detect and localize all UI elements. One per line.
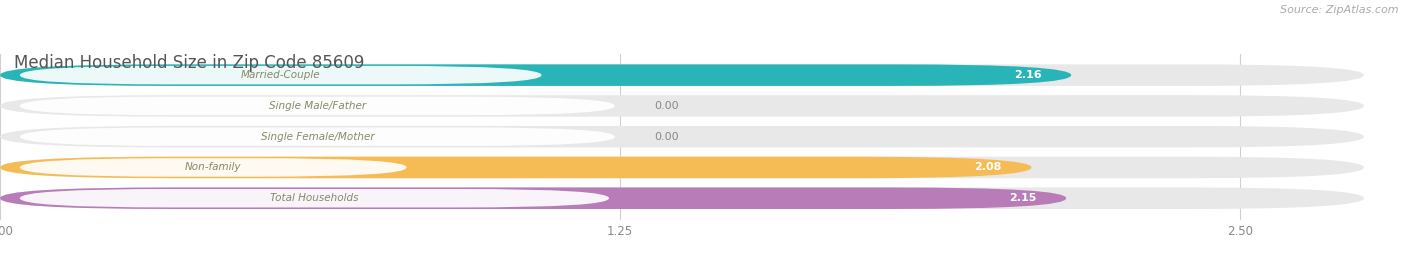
Text: Single Male/Father: Single Male/Father (269, 101, 366, 111)
FancyBboxPatch shape (20, 66, 541, 84)
FancyBboxPatch shape (0, 95, 1364, 117)
Text: Median Household Size in Zip Code 85609: Median Household Size in Zip Code 85609 (14, 54, 364, 72)
FancyBboxPatch shape (0, 187, 1364, 209)
Text: Married-Couple: Married-Couple (240, 70, 321, 80)
FancyBboxPatch shape (0, 64, 1071, 86)
FancyBboxPatch shape (0, 157, 1364, 178)
FancyBboxPatch shape (20, 128, 614, 146)
FancyBboxPatch shape (20, 189, 609, 207)
FancyBboxPatch shape (0, 187, 1066, 209)
Text: 0.00: 0.00 (655, 101, 679, 111)
Text: Source: ZipAtlas.com: Source: ZipAtlas.com (1281, 5, 1399, 15)
FancyBboxPatch shape (0, 157, 1032, 178)
Text: Single Female/Mother: Single Female/Mother (260, 132, 374, 142)
Text: 2.16: 2.16 (1014, 70, 1042, 80)
Text: 2.08: 2.08 (974, 162, 1002, 172)
Text: Total Households: Total Households (270, 193, 359, 203)
FancyBboxPatch shape (20, 158, 406, 177)
Text: 0.00: 0.00 (655, 132, 679, 142)
Text: 2.15: 2.15 (1010, 193, 1036, 203)
Text: Non-family: Non-family (186, 162, 242, 172)
FancyBboxPatch shape (20, 97, 614, 115)
FancyBboxPatch shape (0, 126, 1364, 147)
FancyBboxPatch shape (0, 64, 1364, 86)
